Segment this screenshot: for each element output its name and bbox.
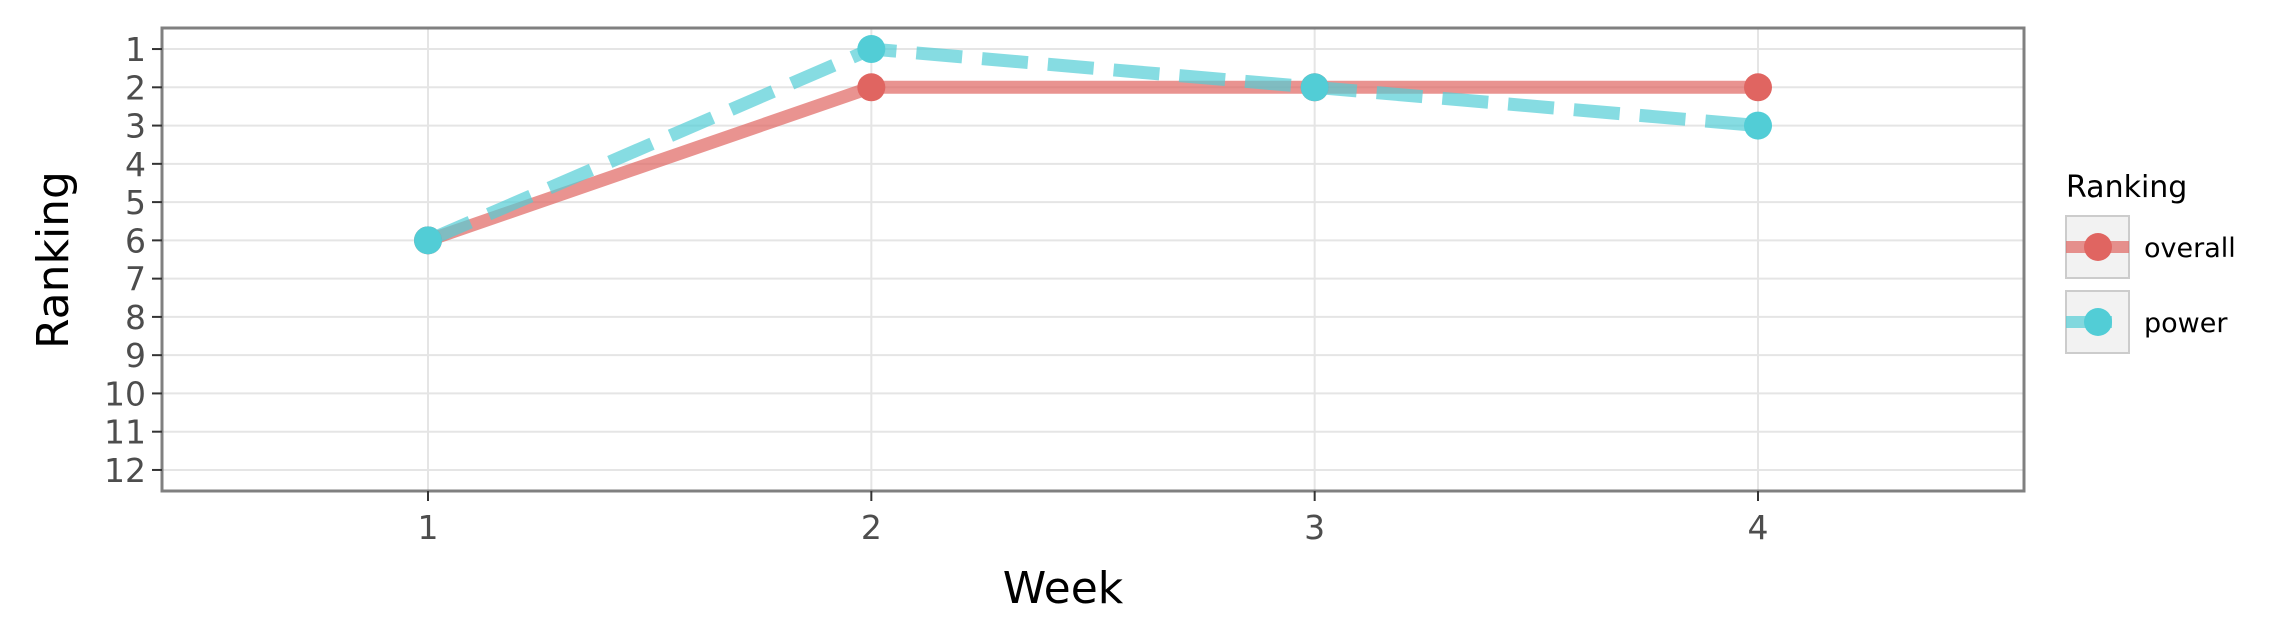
- y-tick-label: 12: [104, 451, 146, 490]
- y-tick-label: 11: [104, 413, 146, 452]
- legend-title: Ranking: [2066, 170, 2187, 205]
- data-point-overall: [1744, 73, 1772, 102]
- y-tick-label: 3: [125, 107, 146, 146]
- plot-panel-border: [160, 26, 2026, 493]
- series-line-power: [425, 42, 1759, 247]
- y-axis-title: Ranking: [28, 171, 79, 349]
- y-tick-label: 9: [125, 336, 146, 375]
- grid-lines: [162, 28, 2024, 491]
- legend-item-power: power: [2065, 290, 2228, 354]
- y-tick-label: 7: [125, 260, 146, 299]
- legend-item-overall: overall: [2065, 215, 2236, 279]
- data-point-power: [414, 226, 442, 255]
- x-tick-label: 1: [418, 508, 439, 547]
- x-axis-ticks: 1 2 3 4: [418, 491, 1769, 547]
- series-layer: [414, 35, 1772, 255]
- x-tick-label: 2: [861, 508, 882, 547]
- data-point-power: [1300, 73, 1329, 102]
- x-axis-title: Week: [1003, 563, 1124, 614]
- y-tick-label: 2: [125, 68, 146, 107]
- x-tick-label: 3: [1304, 508, 1325, 547]
- data-point-power: [1744, 111, 1772, 140]
- legend: Ranking overall power: [2065, 170, 2236, 354]
- y-tick-label: 1: [125, 30, 146, 69]
- x-tick-label: 4: [1748, 508, 1769, 547]
- legend-label: overall: [2144, 233, 2236, 264]
- y-tick-label: 5: [125, 183, 146, 222]
- y-tick-label: 4: [125, 145, 146, 184]
- legend-key-point: [2084, 233, 2112, 261]
- y-tick-label: 10: [104, 374, 146, 413]
- y-tick-label: 6: [125, 221, 146, 260]
- y-tick-label: 8: [125, 298, 146, 337]
- series-line-overall: [425, 80, 1758, 247]
- legend-label: power: [2144, 308, 2228, 339]
- legend-key-point: [2084, 308, 2112, 336]
- data-point-overall: [857, 73, 886, 102]
- data-point-power: [857, 35, 886, 64]
